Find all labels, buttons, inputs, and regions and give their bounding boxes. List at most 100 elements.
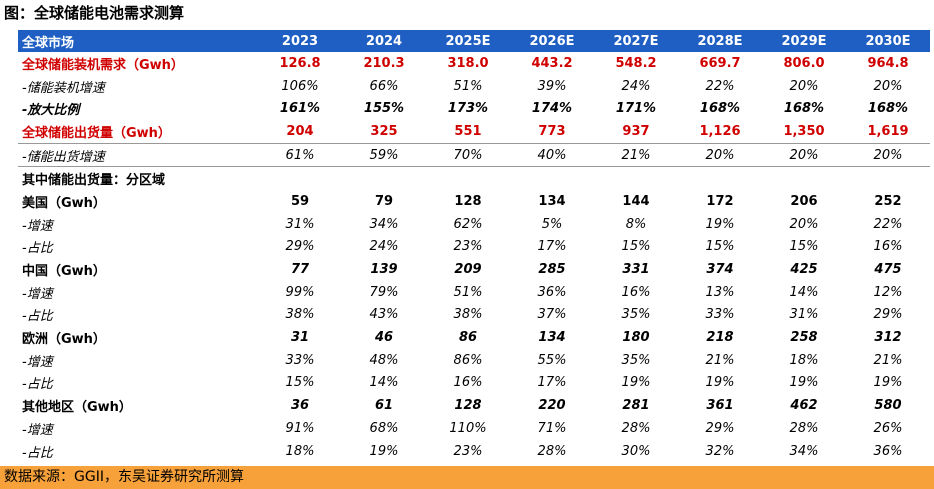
table-cell: -放大比例 <box>22 103 80 119</box>
empty-cell <box>846 167 930 190</box>
table-cell: 128 <box>454 398 482 414</box>
table-cell: 99% <box>285 284 315 300</box>
table-cell: 30% <box>621 443 651 459</box>
table-cell: 51% <box>453 284 483 300</box>
table-cell: 18% <box>285 443 315 459</box>
table-cell: 59% <box>342 143 426 168</box>
table-cell: 1,619 <box>846 120 930 144</box>
table-cell: -储能出货增速 <box>18 143 258 168</box>
table-cell: 66% <box>369 78 399 94</box>
table-cell: 285 <box>538 262 566 278</box>
table-cell: -增速 <box>22 422 53 438</box>
table-row: 其中储能出货量：分区域 <box>18 167 930 190</box>
empty-cell <box>594 167 678 190</box>
table-cell: 475 <box>874 262 902 278</box>
table-cell: 71% <box>537 420 567 436</box>
table-cell: 欧洲（Gwh） <box>22 332 106 348</box>
table-cell: 443.2 <box>531 55 573 71</box>
table-cell: 39% <box>537 78 567 94</box>
table-cell: 144 <box>622 193 650 209</box>
table-cell: 31% <box>789 307 819 323</box>
table-row: 其他地区（Gwh） 36 61 128 220 281 361 462 580 <box>18 394 930 417</box>
table-cell: 46 <box>374 330 394 346</box>
table-cell: 20% <box>873 78 903 94</box>
table-row: -占比 29% 24% 23% 17% 15% 15% 15% 16% <box>18 236 930 259</box>
table-cell: 318.0 <box>447 55 489 71</box>
table-cell: 21% <box>873 352 903 368</box>
header-cell: 2026E <box>510 30 594 52</box>
table-cell: 20% <box>789 78 819 94</box>
table-cell: 19% <box>369 443 399 459</box>
table-cell: 110% <box>449 420 487 436</box>
table-cell: 331 <box>622 262 650 278</box>
table-cell: -占比 <box>22 241 53 257</box>
table-cell: -储能装机增速 <box>22 80 105 96</box>
table-cell: 23% <box>453 443 483 459</box>
table-cell: 62% <box>453 216 483 232</box>
table-row: -占比 15% 14% 16% 17% 19% 19% 19% 19% <box>18 372 930 395</box>
table-cell: 180 <box>622 330 650 346</box>
table-cell: 14% <box>369 375 399 391</box>
table-cell: -增速 <box>22 354 53 370</box>
table-cell: 19% <box>705 216 735 232</box>
table-cell: 806.0 <box>783 55 825 71</box>
table-cell: 281 <box>622 398 650 414</box>
table-cell: 34% <box>369 216 399 232</box>
table-cell: -增速 <box>22 286 53 302</box>
table-cell: 128 <box>454 193 482 209</box>
table-cell: 86% <box>453 352 483 368</box>
table-cell: 18% <box>789 352 819 368</box>
empty-cell <box>762 167 846 190</box>
table-cell: 36% <box>537 284 567 300</box>
table-cell: 17% <box>537 239 567 255</box>
table-cell: 全球储能出货量（Gwh） <box>18 120 258 144</box>
table-cell: -占比 <box>22 445 53 461</box>
table-cell: 79% <box>369 284 399 300</box>
table-cell: 23% <box>453 239 483 255</box>
table-row: 全球储能出货量（Gwh） 204 325 551 773 937 1,126 1,350 1,6… <box>18 120 930 144</box>
table-cell: 258 <box>790 330 818 346</box>
table-row: -增速 99% 79% 51% 36% 16% 13% 14% 12% <box>18 281 930 304</box>
table-cell: 168% <box>867 101 909 117</box>
table-cell: 24% <box>369 239 399 255</box>
table-cell: 35% <box>621 307 651 323</box>
table-cell: 51% <box>453 78 483 94</box>
table-cell: 28% <box>621 420 651 436</box>
empty-cell <box>426 167 510 190</box>
table-row: 中国（Gwh） 77 139 209 285 331 374 425 475 <box>18 258 930 281</box>
table-cell: -占比 <box>22 309 53 325</box>
table-cell: 155% <box>363 101 405 117</box>
table-cell: 61 <box>374 398 394 414</box>
table-cell: 34% <box>789 443 819 459</box>
table-cell: 86 <box>458 330 478 346</box>
table-cell: 美国（Gwh） <box>22 195 106 211</box>
table-cell: 59 <box>290 193 310 209</box>
table-cell: 21% <box>594 143 678 168</box>
table-cell: 40% <box>510 143 594 168</box>
table-cell: 220 <box>538 398 566 414</box>
table-cell: 173% <box>447 101 489 117</box>
table-cell: 36% <box>873 443 903 459</box>
table-cell: 139 <box>370 262 398 278</box>
table-cell: 204 <box>258 120 342 144</box>
table-cell: 20% <box>846 143 930 168</box>
table-cell: 361 <box>706 398 734 414</box>
header-cell: 2027E <box>594 30 678 52</box>
table-row: -放大比例 161% 155% 173% 174% 171% 168% 168% 168% <box>18 97 930 120</box>
table-cell: 218 <box>706 330 734 346</box>
table-cell: 20% <box>678 143 762 168</box>
table-cell: 28% <box>789 420 819 436</box>
table-cell: 15% <box>621 239 651 255</box>
table-cell: 19% <box>705 375 735 391</box>
table-cell: 79 <box>374 193 394 209</box>
table-cell: 12% <box>873 284 903 300</box>
table-cell: 374 <box>706 262 734 278</box>
table-cell: 8% <box>625 216 647 232</box>
table-cell: 106% <box>281 78 319 94</box>
table-cell: 33% <box>285 352 315 368</box>
table-cell: 252 <box>874 193 902 209</box>
table-cell: 325 <box>342 120 426 144</box>
table-row: -储能出货增速 61% 59% 70% 40% 21% 20% 20% 20% <box>18 143 930 168</box>
table-cell: 38% <box>285 307 315 323</box>
